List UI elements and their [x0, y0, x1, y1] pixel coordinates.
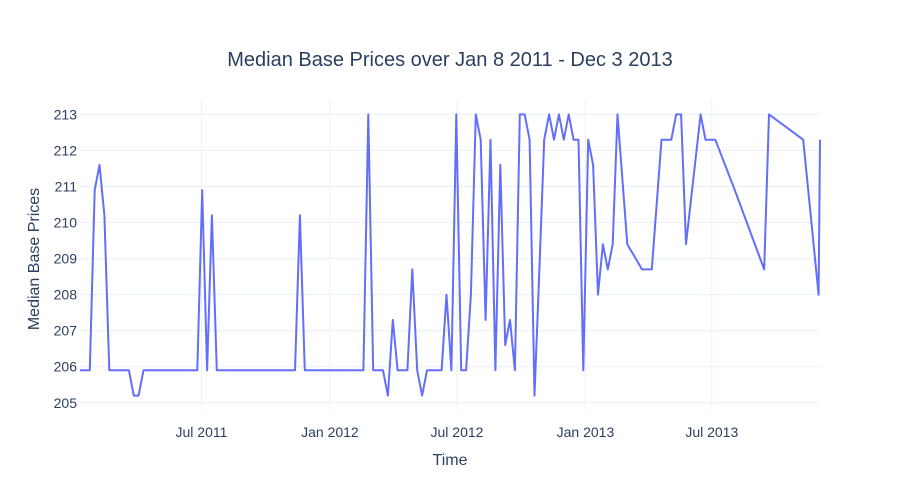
y-tick-label: 209	[54, 251, 78, 267]
y-tick-label: 208	[54, 287, 78, 303]
x-tick-label: Jul 2011	[176, 424, 228, 440]
x-tick-label: Jul 2012	[431, 424, 484, 440]
series-layer	[80, 113, 821, 397]
y-tick-label: 213	[54, 106, 78, 122]
y-tick-label: 207	[54, 323, 78, 339]
tick-labels: 205 206 207 208 209 210 211 212 213 Jul 2011 Jan 2…	[54, 106, 739, 440]
x-tick-label: Jan 2013	[557, 424, 615, 440]
y-tick-label: 212	[54, 142, 78, 158]
chart-title: Median Base Prices over Jan 8 2011 - Dec…	[227, 49, 672, 71]
x-axis-title: Time	[433, 452, 468, 469]
y-axis-title: Median Base Prices	[26, 188, 43, 330]
series-line	[80, 113, 821, 397]
y-tick-label: 211	[55, 179, 78, 195]
x-tick-label: Jan 2012	[301, 424, 359, 440]
y-tick-label: 210	[54, 215, 78, 231]
y-tick-label: 205	[54, 395, 78, 411]
y-tick-label: 206	[54, 359, 78, 375]
x-tick-label: Jul 2013	[685, 424, 738, 440]
